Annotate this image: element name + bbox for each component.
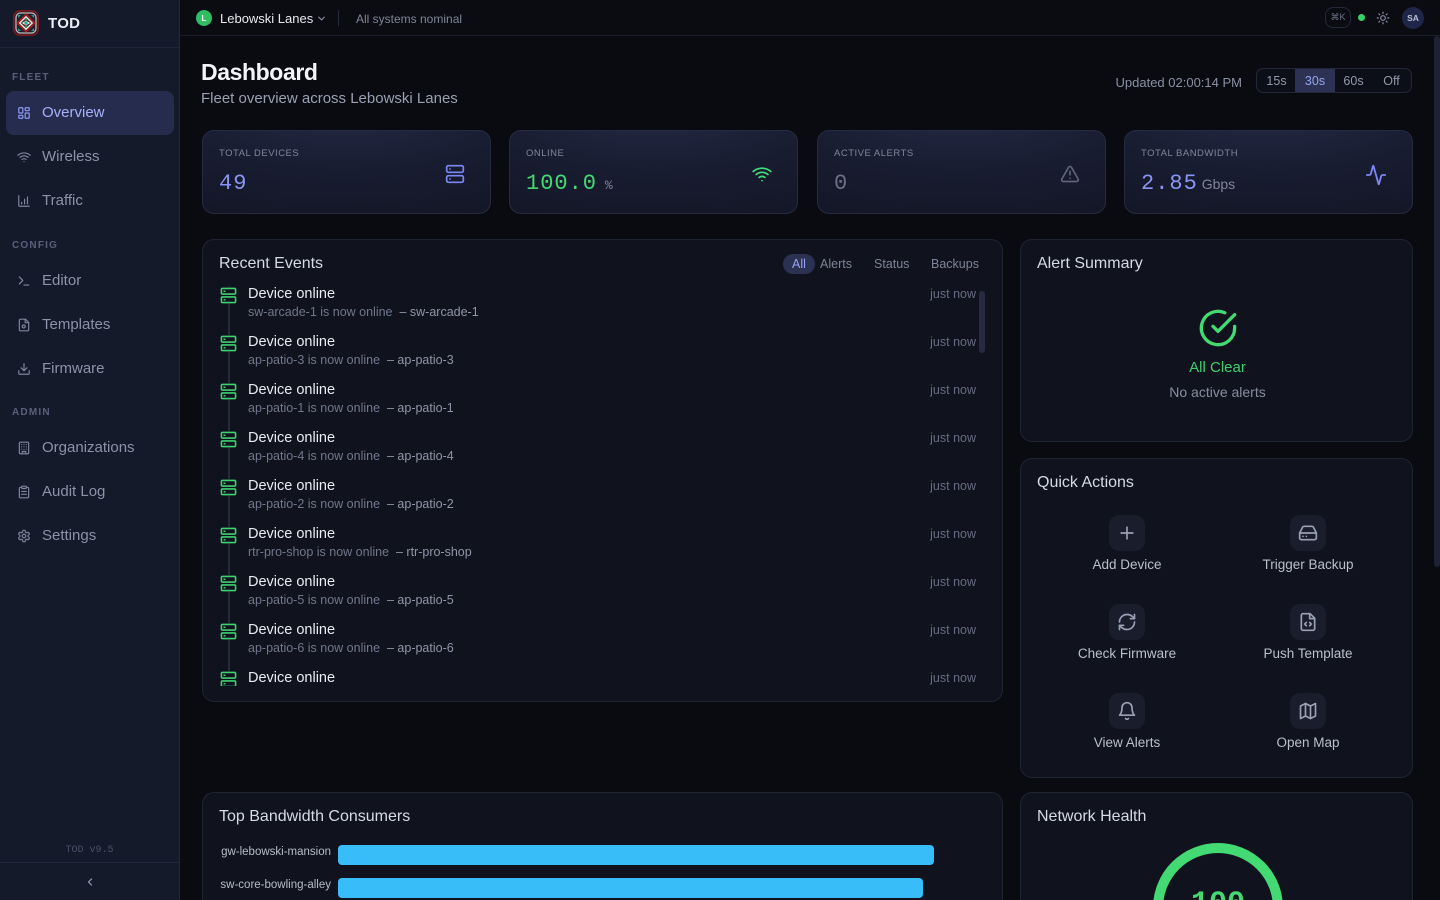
svg-text:100: 100: [1191, 887, 1245, 900]
